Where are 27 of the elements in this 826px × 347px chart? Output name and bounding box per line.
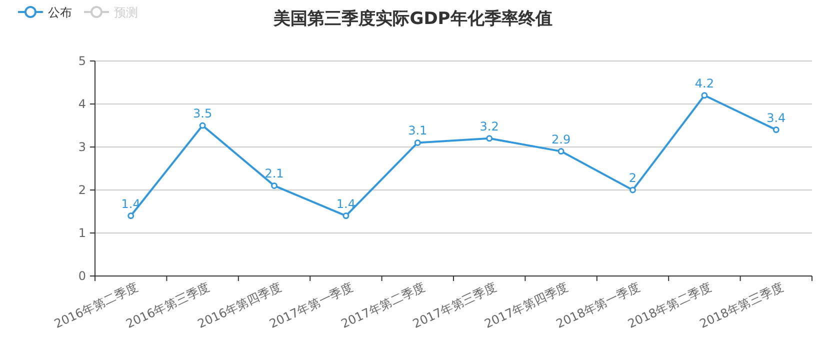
data-label: 2.1 — [264, 166, 284, 181]
y-tick-label: 2 — [78, 183, 86, 197]
y-tick-label: 4 — [78, 97, 86, 111]
point — [199, 122, 206, 129]
data-label: 3.4 — [766, 110, 786, 125]
y-tick-label: 5 — [78, 54, 86, 68]
point — [772, 126, 780, 134]
point — [486, 135, 493, 142]
point — [414, 139, 421, 146]
data-label: 2 — [628, 171, 637, 185]
point — [558, 148, 564, 155]
point — [630, 186, 636, 194]
point — [342, 212, 350, 220]
point — [701, 92, 708, 99]
data-label: 4.2 — [694, 76, 714, 90]
legend-label: 公布 — [48, 6, 72, 20]
data-label: 1.4 — [336, 196, 356, 211]
data-label: 2.9 — [552, 132, 571, 146]
data-label: 3.5 — [193, 106, 212, 120]
chart-title: 美国第三季度实际GDP年化季率终值 — [272, 9, 552, 29]
y-tick-label: 1 — [78, 226, 86, 240]
point — [271, 182, 278, 189]
data-label: 3.1 — [408, 124, 428, 138]
data-label: 3.2 — [480, 119, 499, 134]
point — [128, 212, 134, 220]
y-tick-label: 0 — [78, 269, 86, 283]
y-tick-label: 3 — [78, 140, 86, 154]
